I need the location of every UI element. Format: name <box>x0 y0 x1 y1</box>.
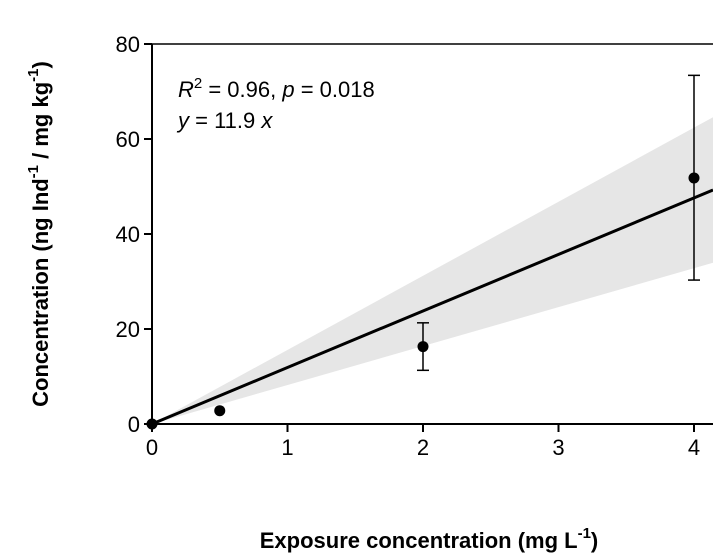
confidence-band <box>152 117 713 424</box>
p-value: = 0.018 <box>295 77 375 102</box>
x-axis-title: Exposure concentration (mg L-1) <box>260 525 599 553</box>
fit-line-layer <box>151 188 713 426</box>
eq-mid: = 11.9 <box>189 108 261 133</box>
r-value: = 0.96, <box>202 77 282 102</box>
y-tick-label: 20 <box>116 317 140 342</box>
y-tick-label: 0 <box>128 412 140 437</box>
x-tick-label: 3 <box>552 435 564 460</box>
data-point <box>214 405 226 417</box>
y-tick-label: 60 <box>116 127 140 152</box>
annotation-equation: y = 11.9 x <box>176 108 273 133</box>
y-axis-title: Concentration (ng Ind-1 / mg kg-1) <box>25 61 53 407</box>
r-label: R <box>178 77 194 102</box>
data-point <box>688 172 700 184</box>
r-exponent: 2 <box>194 75 202 92</box>
x-tick-label: 1 <box>281 435 293 460</box>
eq-y: y <box>176 108 191 133</box>
x-tick-label: 4 <box>688 435 700 460</box>
annotation-r2: R2 = 0.96, p = 0.018 <box>178 75 375 102</box>
y-tick-label: 80 <box>116 32 140 57</box>
data-point <box>417 341 429 353</box>
x-tick-label: 0 <box>146 435 158 460</box>
data-points <box>146 74 700 430</box>
data-point <box>146 418 158 430</box>
eq-x: x <box>260 108 273 133</box>
fit-line <box>151 188 713 426</box>
y-tick-label: 40 <box>116 222 140 247</box>
x-tick-label: 2 <box>417 435 429 460</box>
p-label: p <box>281 77 294 102</box>
confidence-band-layer <box>152 117 713 424</box>
